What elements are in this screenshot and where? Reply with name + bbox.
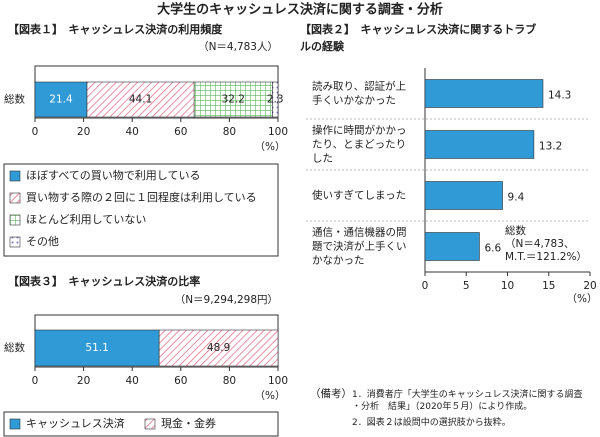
category-label: 総数 [4,93,25,106]
legend-swatch [9,418,21,430]
x-tick-label: 60 [174,126,187,138]
x-tick-label: 80 [223,126,236,138]
x-tick-label: 0 [422,280,429,292]
x-tick-label: 60 [174,375,187,387]
value-label: 44.1 [129,94,152,106]
value-label: 48.9 [207,342,230,354]
value-label: 9.4 [508,192,525,204]
legend-label: ほぼすべての買い物で利用している [26,168,200,182]
x-tick-label: 100 [268,375,288,387]
category-label: 使いすぎてしまった [312,189,406,202]
main-title: 大学生のキャッシュレス決済に関する調査・分析 [157,2,443,18]
legend-swatch [9,170,21,182]
annotation: M.T.＝121.2%） [505,251,587,263]
value-label: 13.2 [539,141,562,153]
legend-box [3,163,279,257]
chart-title: 【図表３】 キャッシュレス決済の比率 [8,274,200,288]
x-tick-label: 0 [32,375,39,387]
bar-segment [272,81,279,118]
bar [424,181,503,210]
legend-swatch [9,236,21,248]
x-tick-label: 20 [77,126,90,138]
notes-label: （備考） [310,387,352,400]
value-label: 51.1 [85,342,108,354]
bar [424,232,480,261]
x-tick-label: 15 [542,280,555,292]
value-label: 2.3 [267,94,284,106]
x-tick-label: 20 [583,280,596,292]
bar-segment [158,329,279,367]
chart-title: 【図表２】 キャッシュレス決済に関するトラブルの経験 [300,22,536,53]
legend-swatch [9,192,21,204]
legend-label: ほとんど利用していない [26,213,146,226]
category-label: 操作に時間がかかったり、とまどったりした [312,124,407,165]
legend-box [3,411,279,437]
legend-label: 現金・金券 [161,416,216,430]
category-label: 読み取り、認証が上手くいかなかった [312,80,406,107]
chart-subtitle: （N＝4,783人） [198,41,278,53]
category-label: 総数 [4,341,25,354]
bar-segment [34,81,88,118]
x-tick-label: 10 [501,280,514,292]
category-label: 通信・通信機器の問題で決済が上手くいかなかった [312,226,407,267]
chart-subtitle: （N＝9,294,298円） [175,294,278,306]
legend-label: その他 [26,235,59,248]
bar-segment [34,329,160,367]
x-tick-label: 40 [126,375,139,387]
annotation: 総数 [505,224,526,237]
legend-swatch [144,418,156,430]
x-tick-label: 5 [463,280,470,292]
value-label: 32.2 [222,94,245,106]
bar [424,79,544,108]
legend-swatch [9,214,21,226]
x-unit: （%） [255,390,286,402]
value-label: 14.3 [548,90,571,102]
note: 2．図表２は設問中の選択肢から抜粋。 [352,416,511,428]
chart-title: 【図表１】 キャッシュレス決済の利用頻度 [8,22,223,36]
x-tick-label: 80 [223,375,236,387]
x-unit: （%） [567,293,598,305]
legend-label: キャッシュレス決済 [26,416,125,430]
bar-segment [86,81,195,118]
annotation: （N＝4,783、 [505,238,574,250]
value-label: 21.4 [49,94,73,106]
x-tick-label: 20 [77,375,90,387]
value-label: 6.6 [484,243,501,255]
x-tick-label: 40 [126,126,139,138]
x-unit: （%） [255,141,286,153]
legend-label: 買い物する際の２回に１回程度は利用している [26,190,257,204]
bar [424,130,535,159]
x-tick-label: 100 [268,126,288,138]
note: 1．消費者庁「大学生のキャッシュレス決済に関する調査・分析 結果」（2020年５… [352,388,583,412]
x-tick-label: 0 [32,126,39,138]
